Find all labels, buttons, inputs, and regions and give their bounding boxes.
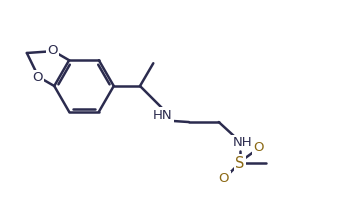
Text: HN: HN (153, 108, 173, 122)
Text: O: O (32, 71, 43, 85)
Text: NH: NH (233, 136, 252, 149)
Text: S: S (235, 156, 244, 171)
Text: O: O (219, 172, 229, 185)
Text: O: O (47, 44, 57, 56)
Text: O: O (254, 141, 264, 154)
